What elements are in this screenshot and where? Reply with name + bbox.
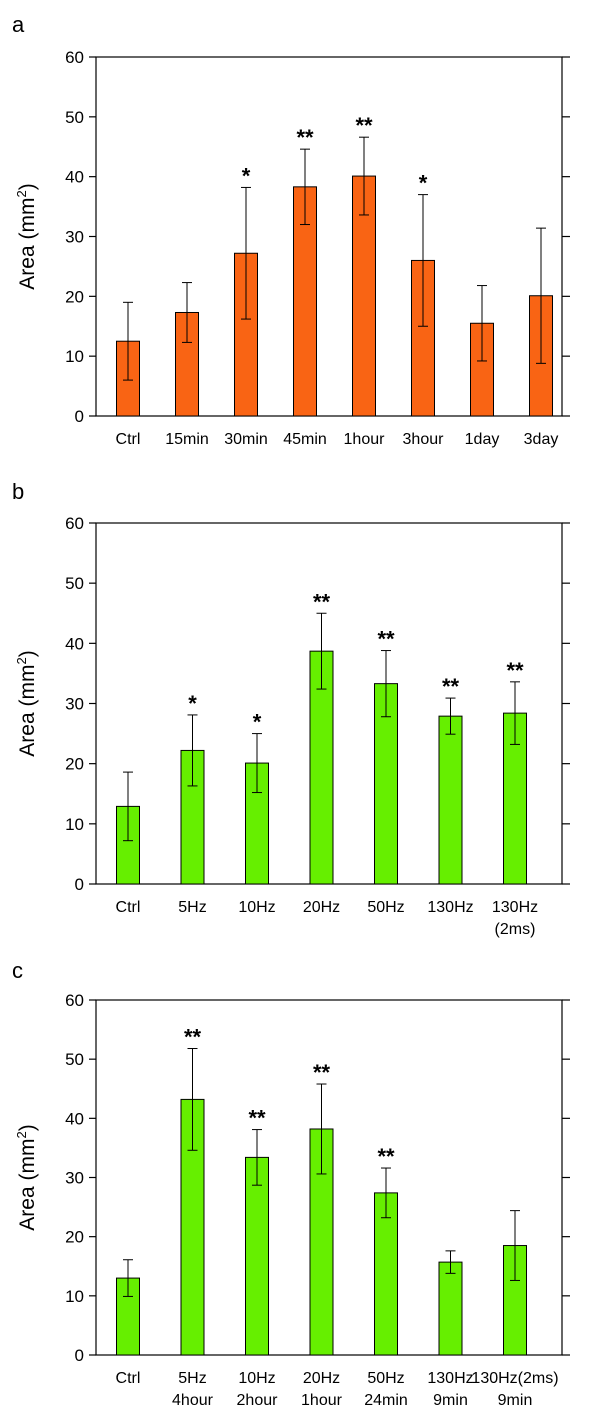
x-tick-label: 30min: [224, 431, 268, 448]
error-bar: [316, 612, 327, 690]
y-tick-label: 10: [65, 347, 84, 366]
error-bar: [381, 650, 391, 718]
y-tick-label: 30: [65, 228, 84, 247]
chart-panel-b: b 0 10 20 30 40 50 60 Area (mm2) Ctrl * 5Hz * 10Hz ** 2…: [12, 479, 570, 938]
x-tick-label: 130Hz: [492, 899, 538, 916]
y-tick-label: 60: [65, 991, 84, 1010]
y-tick-label: 0: [75, 407, 84, 426]
y-axis-label: Area (mm2): [14, 650, 39, 756]
significance-marker: **: [377, 1144, 395, 1169]
error-bar: [510, 681, 520, 745]
error-bar: [252, 1129, 262, 1186]
error-bar: [123, 1259, 133, 1297]
x-tick-label: 10Hz: [238, 1370, 275, 1387]
y-tick-label: 20: [65, 1228, 84, 1247]
x-tick-label: 20Hz: [303, 1370, 340, 1387]
x-tick-label: 45min: [283, 431, 327, 448]
y-axis-label: Area (mm2): [14, 1124, 39, 1230]
y-tick-label: 60: [65, 514, 84, 533]
y-axis-label: Area (mm2): [14, 183, 39, 289]
chart-panel-a: a 0 10 20 30 40 50 60 Area (mm2) Ctrl 15min * 30min *…: [12, 12, 570, 448]
y-tick-label: 30: [65, 695, 84, 714]
x-tick-label: 5Hz: [178, 899, 206, 916]
y-tick-label: 40: [65, 1109, 84, 1128]
y-tick-label: 60: [65, 48, 84, 67]
error-bar: [123, 301, 133, 381]
panel-letter: c: [12, 958, 23, 983]
x-tick-label: 15min: [165, 431, 209, 448]
error-bar: [187, 1048, 198, 1151]
significance-marker: **: [313, 1060, 331, 1085]
x-tick-label: (2ms): [495, 921, 536, 938]
x-tick-label: 20Hz: [303, 899, 340, 916]
x-tick-label: 3hour: [403, 431, 445, 448]
y-tick-label: 10: [65, 815, 84, 834]
significance-marker: **: [296, 125, 314, 150]
error-bar: [300, 148, 310, 226]
x-tick-label: 9min: [433, 1392, 468, 1409]
x-tick-label: 130Hz(2ms): [471, 1370, 558, 1387]
significance-marker: *: [253, 710, 262, 735]
x-tick-label: 9min: [498, 1392, 533, 1409]
significance-marker: **: [442, 674, 460, 699]
x-tick-label: 10Hz: [238, 899, 275, 916]
error-bar: [536, 227, 546, 364]
x-tick-label: 50Hz: [367, 899, 404, 916]
y-tick-label: 50: [65, 1050, 84, 1069]
error-bar: [316, 1083, 327, 1175]
error-bar: [182, 282, 192, 343]
error-bar: [510, 1210, 520, 1281]
y-tick-label: 10: [65, 1287, 84, 1306]
significance-marker: *: [419, 171, 428, 196]
x-tick-label: 3day: [524, 431, 559, 448]
x-tick-label: 130Hz: [427, 899, 473, 916]
error-bar: [252, 733, 262, 794]
error-bar: [445, 697, 456, 735]
x-tick-label: Ctrl: [116, 1370, 141, 1387]
x-tick-label: 24min: [364, 1392, 408, 1409]
error-bar: [123, 771, 133, 842]
x-tick-label: 1hour: [344, 431, 386, 448]
x-tick-label: 5Hz: [178, 1370, 206, 1387]
y-tick-label: 30: [65, 1169, 84, 1188]
bar: [438, 1261, 463, 1356]
significance-marker: *: [242, 163, 251, 188]
bar: [438, 715, 463, 885]
y-tick-label: 40: [65, 634, 84, 653]
y-tick-label: 50: [65, 574, 84, 593]
x-tick-label: 2hour: [237, 1392, 279, 1409]
significance-marker: **: [248, 1106, 266, 1131]
y-tick-label: 0: [75, 1346, 84, 1365]
chart-panel-c: c 0 10 20 30 40 50 60 Area (mm2) Ctrl ** 5Hz 4hour **…: [12, 958, 570, 1409]
significance-marker: *: [188, 691, 197, 716]
y-tick-label: 20: [65, 287, 84, 306]
error-bar: [418, 194, 428, 327]
x-tick-label: 50Hz: [367, 1370, 404, 1387]
significance-marker: **: [184, 1025, 202, 1050]
error-bar: [477, 285, 487, 362]
x-tick-label: Ctrl: [116, 899, 141, 916]
y-tick-label: 40: [65, 168, 84, 187]
x-tick-label: 130Hz: [427, 1370, 473, 1387]
error-bar: [359, 136, 369, 216]
y-tick-label: 20: [65, 755, 84, 774]
error-bar: [381, 1167, 391, 1219]
error-bar: [187, 714, 198, 787]
y-tick-label: 50: [65, 108, 84, 127]
x-tick-label: 4hour: [172, 1392, 214, 1409]
x-tick-label: 1day: [465, 431, 500, 448]
significance-marker: **: [355, 113, 373, 138]
panel-letter: a: [12, 12, 25, 37]
x-tick-label: Ctrl: [116, 431, 141, 448]
error-bar: [445, 1250, 456, 1274]
bar: [245, 1156, 269, 1356]
panel-letter: b: [12, 479, 24, 504]
error-bar: [241, 186, 251, 320]
y-tick-label: 0: [75, 875, 84, 894]
significance-marker: **: [506, 658, 524, 683]
significance-marker: **: [313, 589, 331, 614]
significance-marker: **: [377, 627, 395, 652]
x-tick-label: 1hour: [301, 1392, 343, 1409]
